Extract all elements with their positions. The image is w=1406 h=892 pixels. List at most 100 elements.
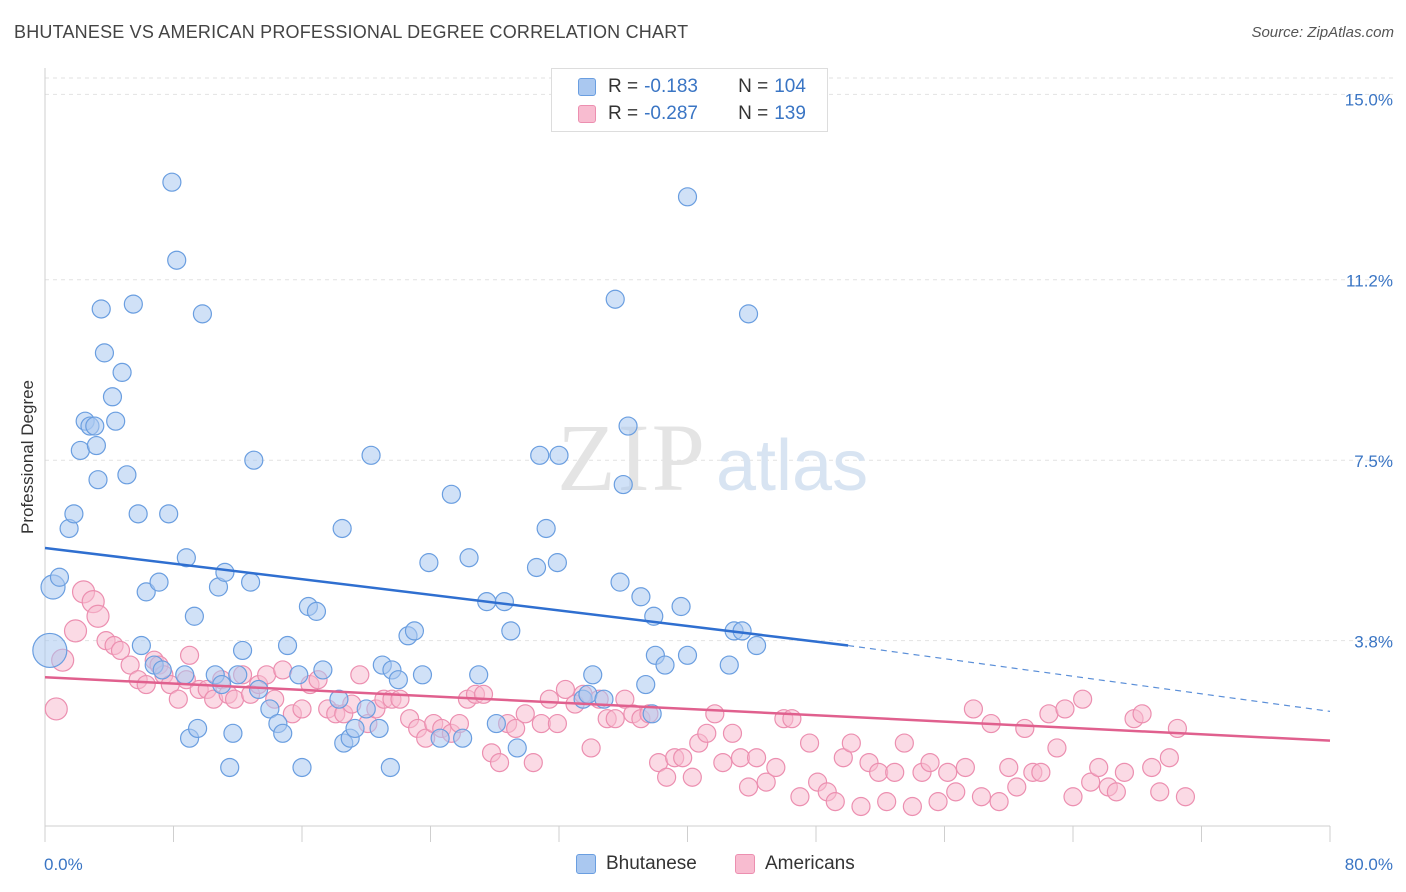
source-label: Source: ZipAtlas.com	[1251, 24, 1394, 41]
americans-point	[1007, 777, 1027, 797]
bhutanese-point	[369, 718, 389, 739]
bhutanese-point	[220, 757, 240, 778]
americans-point	[1106, 782, 1126, 802]
americans-point	[841, 733, 861, 753]
bhutanese-point	[613, 474, 633, 495]
chart-title: BHUTANESE VS AMERICAN PROFESSIONAL DEGRE…	[14, 22, 689, 42]
legend-item-bhutanese[interactable]: Bhutanese	[576, 850, 697, 878]
bhutanese-point	[746, 635, 767, 656]
bhutanese-point	[388, 670, 408, 690]
americans-point	[179, 645, 200, 665]
bhutanese-point	[453, 728, 473, 748]
americans-swatch	[735, 854, 755, 874]
r-value: -0.287	[644, 103, 698, 124]
bhutanese-swatch	[578, 78, 596, 96]
americans-point	[1031, 762, 1051, 782]
n-value: 104	[774, 76, 806, 97]
americans-point	[920, 752, 940, 773]
bhutanese-point	[91, 299, 111, 319]
americans-point	[547, 713, 567, 734]
bhutanese-point	[106, 411, 126, 431]
americans-point	[999, 757, 1019, 778]
americans-point	[605, 709, 625, 729]
bhutanese-point	[128, 504, 148, 524]
americans-point	[713, 752, 733, 773]
americans-point	[273, 660, 293, 680]
series-americans	[44, 580, 1196, 817]
bhutanese-point	[184, 606, 204, 626]
americans-point	[523, 752, 543, 773]
americans-point	[1150, 782, 1170, 802]
n-label: N =	[738, 103, 769, 124]
americans-point	[1073, 689, 1093, 709]
americans-point	[292, 699, 312, 719]
americans-point	[44, 697, 68, 721]
americans-point	[581, 738, 601, 758]
americans-point	[766, 757, 786, 778]
bhutanese-point	[187, 718, 208, 739]
americans-point	[1039, 704, 1059, 724]
americans-point	[963, 699, 984, 719]
bhutanese-point	[70, 440, 90, 461]
americans-swatch	[578, 105, 596, 123]
bhutanese-point	[583, 665, 603, 685]
bhutanese-point	[631, 587, 651, 607]
americans-point	[833, 748, 853, 768]
series-bhutanese	[32, 172, 767, 778]
bhutanese-point	[149, 572, 169, 592]
bhutanese-point	[85, 416, 105, 436]
americans-point	[506, 718, 526, 739]
bhutanese-point	[361, 445, 381, 465]
americans-point	[738, 777, 759, 797]
legend-label: Bhutanese	[606, 853, 697, 874]
bhutanese-point	[404, 621, 425, 641]
americans-point	[1142, 757, 1162, 778]
bhutanese-point	[501, 621, 521, 641]
americans-point	[1047, 738, 1067, 758]
bhutanese-point	[469, 665, 489, 685]
bhutanese-point	[430, 728, 450, 748]
americans-point	[928, 792, 948, 812]
bhutanese-point	[738, 304, 759, 324]
bhutanese-point	[232, 640, 253, 661]
americans-point	[697, 723, 717, 743]
r-value: -0.183	[644, 76, 698, 97]
americans-point	[938, 762, 958, 782]
bhutanese-point	[642, 704, 662, 724]
bhutanese-point	[677, 187, 698, 207]
trend-lines	[44, 546, 1331, 742]
bhutanese-point	[159, 504, 179, 524]
y-tick-label: 3.8%	[1354, 633, 1393, 652]
bhutanese-point	[605, 289, 625, 309]
bhutanese-point	[494, 592, 514, 612]
bhutanese-point	[223, 723, 243, 743]
americans-point	[971, 787, 992, 807]
bhutanese-point	[306, 601, 327, 621]
americans-point	[989, 792, 1009, 812]
bhutanese-point	[671, 596, 691, 617]
americans-point	[1132, 704, 1152, 724]
bhutanese-point	[260, 699, 280, 719]
bhutanese-point	[345, 718, 365, 739]
bhutanese-point	[486, 713, 506, 734]
americans-point	[615, 689, 635, 709]
bhutanese-point	[610, 572, 630, 592]
americans-point	[1159, 748, 1179, 768]
americans-point	[1015, 718, 1035, 739]
bhutanese-point	[32, 632, 68, 669]
americans-point	[885, 762, 905, 782]
bhutanese-point	[578, 684, 598, 704]
bhutanese-point	[289, 665, 309, 685]
bhutanese-point	[547, 553, 567, 573]
americans-point	[790, 787, 810, 807]
americans-point	[1055, 699, 1075, 719]
legend-item-americans[interactable]: Americans	[735, 850, 855, 878]
r-label: R =	[608, 76, 639, 97]
bhutanese-point	[112, 362, 132, 382]
bhutanese-point	[356, 699, 376, 719]
bhutanese-point	[215, 562, 235, 582]
bhutanese-point	[677, 645, 698, 665]
bhutanese-point	[313, 660, 333, 680]
americans-point	[705, 704, 725, 724]
